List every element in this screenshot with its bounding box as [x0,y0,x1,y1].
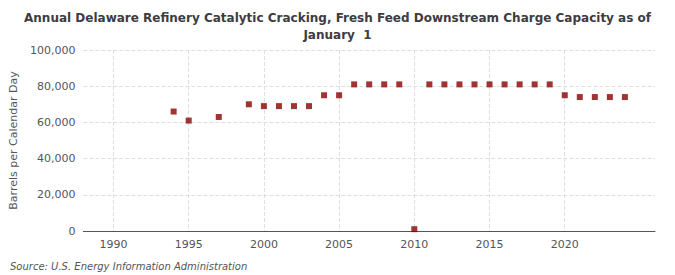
svg-text:40,000: 40,000 [37,152,76,165]
svg-text:0: 0 [68,225,75,238]
svg-text:2020: 2020 [551,238,579,251]
svg-text:2015: 2015 [476,238,504,251]
svg-text:1990: 1990 [99,238,127,251]
svg-text:2000: 2000 [250,238,278,251]
svg-text:60,000: 60,000 [37,116,76,129]
svg-text:1995: 1995 [175,238,203,251]
svg-text:Source: U.S. Energy Informatio: Source: U.S. Energy Information Administ… [10,261,247,272]
svg-text:Barrels per Calendar Day: Barrels per Calendar Day [7,71,20,210]
svg-text:100,000: 100,000 [30,44,76,57]
svg-text:2010: 2010 [400,238,428,251]
svg-text:20,000: 20,000 [37,188,76,201]
svg-text:January 1: January 1 [302,28,371,42]
svg-text:80,000: 80,000 [37,80,76,93]
svg-text:Annual Delaware Refinery Catal: Annual Delaware Refinery Catalytic Crack… [24,11,652,25]
svg-text:2005: 2005 [325,238,353,251]
